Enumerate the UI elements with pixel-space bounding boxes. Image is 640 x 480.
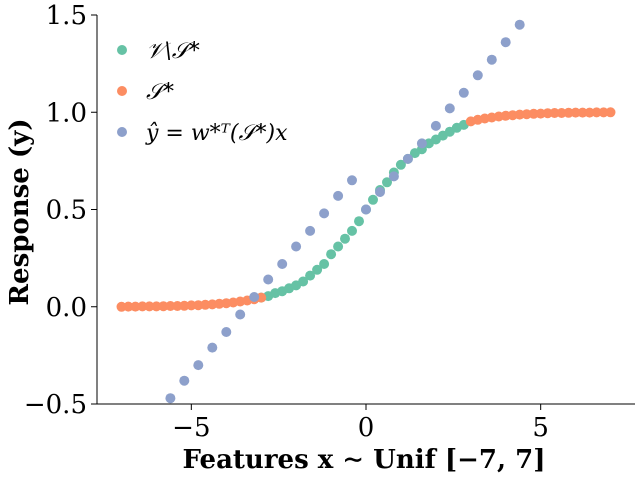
- x-tick-label-2: 5: [532, 413, 549, 443]
- x-tick-label-0: −5: [172, 413, 210, 443]
- x-axis-label: Features x ∼ Unif [−7, 7]: [182, 445, 545, 475]
- data-point-series-2-17: [388, 171, 399, 182]
- data-point-series-2-6: [235, 309, 246, 320]
- data-point-series-0-8: [312, 264, 323, 275]
- data-point-series-0-14: [354, 216, 364, 227]
- data-point-series-2-12: [319, 208, 330, 219]
- data-point-series-1-40: [598, 107, 609, 118]
- data-point-series-2-0: [155, 405, 165, 415]
- data-point-series-2-3: [193, 360, 204, 371]
- data-point-series-2-10: [291, 241, 302, 252]
- x-tick-label-1: 0: [358, 413, 375, 443]
- data-point-series-0-6: [298, 276, 309, 287]
- data-point-series-1-6: [158, 301, 169, 312]
- data-point-series-0-20: [395, 159, 406, 170]
- data-point-series-1-35: [563, 107, 574, 118]
- data-point-series-2-2: [179, 375, 190, 386]
- x-axis-ticks: −5 0 5: [172, 404, 549, 443]
- data-point-series-2-1: [165, 393, 176, 404]
- data-point-series-2-14: [347, 175, 357, 186]
- legend-label-linear-fit: ŷ = w*ᵀ(𝒮*)x: [145, 121, 288, 146]
- data-point-series-2-4: [207, 342, 218, 353]
- data-point-series-2-21: [444, 103, 455, 114]
- data-point-series-1-5: [151, 301, 162, 312]
- data-point-series-2-5: [221, 327, 232, 337]
- data-point-series-2-27: [529, 4, 539, 14]
- data-point-series-2-24: [486, 54, 497, 65]
- y-axis-ticks: −0.5 0.0 0.5 1.0 1.5: [24, 1, 97, 420]
- data-point-series-1-36: [570, 107, 581, 118]
- data-point-series-1-3: [137, 301, 148, 312]
- legend-marker-s-star: [117, 86, 127, 96]
- data-point-series-2-25: [500, 37, 511, 48]
- data-point-series-2-19: [416, 138, 427, 149]
- data-point-series-2-20: [430, 120, 441, 131]
- data-point-series-2-15: [361, 204, 371, 215]
- data-point-series-1-4: [144, 301, 155, 312]
- legend-label-v-minus-s: 𝒱\𝒮*: [146, 39, 200, 64]
- data-point-series-1-38: [584, 107, 595, 118]
- y-tick-label-2: 0.5: [46, 196, 87, 226]
- legend: 𝒱\𝒮* 𝒮* ŷ = w*ᵀ(𝒮*)x: [117, 39, 288, 146]
- data-point-series-1-30: [528, 108, 539, 119]
- data-point-series-2-26: [514, 19, 525, 30]
- data-point-series-1-10: [186, 300, 197, 311]
- data-point-series-2-23: [472, 70, 483, 81]
- legend-label-s-star: 𝒮*: [146, 80, 174, 105]
- data-point-series-1-1: [123, 301, 134, 312]
- data-point-series-2-11: [305, 225, 316, 236]
- y-tick-label-4: 1.5: [46, 1, 87, 31]
- data-point-series-2-8: [263, 274, 274, 285]
- data-point-series-0-7: [305, 270, 316, 281]
- data-point-series-0-16: [368, 194, 378, 205]
- data-point-series-0-9: [319, 259, 330, 269]
- y-tick-label-1: 0.0: [46, 293, 87, 323]
- data-point-series-1-2: [130, 301, 141, 312]
- data-point-series-2-7: [249, 292, 260, 302]
- data-point-series-1-41: [605, 107, 616, 118]
- data-point-series-2-18: [402, 153, 413, 164]
- y-axis-label: Response (y): [5, 118, 35, 305]
- data-point-series-1-39: [591, 107, 602, 118]
- data-point-series-0-18: [382, 177, 392, 188]
- data-point-series-1-7: [165, 301, 176, 311]
- data-point-series-1-33: [549, 108, 560, 118]
- data-points: [116, 4, 616, 415]
- y-tick-label-3: 1.0: [46, 98, 87, 128]
- data-point-series-0-13: [347, 225, 357, 236]
- data-point-series-1-34: [556, 108, 567, 118]
- legend-marker-linear-fit: [117, 127, 127, 137]
- legend-marker-v-minus-s: [117, 45, 127, 55]
- data-point-series-0-11: [333, 241, 344, 252]
- data-point-series-2-16: [375, 187, 385, 197]
- y-tick-label-0: −0.5: [24, 390, 87, 420]
- data-point-series-2-13: [333, 190, 344, 201]
- data-point-series-2-22: [458, 87, 469, 98]
- data-point-series-0-10: [326, 249, 337, 260]
- data-point-series-0-12: [340, 233, 350, 244]
- data-point-series-2-9: [277, 259, 288, 269]
- data-point-series-1-37: [577, 107, 588, 118]
